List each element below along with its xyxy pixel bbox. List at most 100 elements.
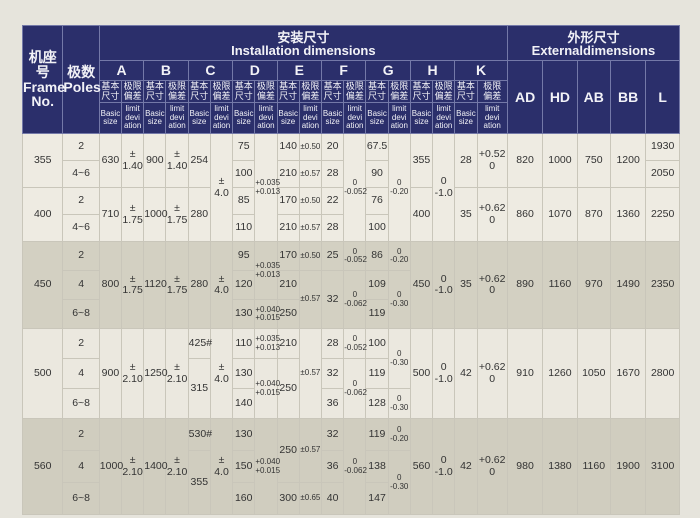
table-cell: +0.52 0 [476,133,508,188]
table-cell: +0.040 +0.015 [254,418,280,515]
table-cell: 355 [409,133,434,188]
table-cell: 1160 [542,241,578,329]
table-cell: 0 -0.062 [343,270,367,329]
group-header-d: D [232,60,278,81]
table-cell: 1900 [609,418,647,515]
table-cell: 1000 [98,418,123,515]
limit-deviation-cn-header: 极限 偏差 [165,80,189,103]
group-header-h: H [409,60,456,81]
table-body: 355 2 630 ± 1.40 900 ± 1.40 254 ± 4.0 75 +0.035 +… [21,133,680,515]
table-cell: 170 [276,241,300,271]
table-cell: 147 [365,482,389,515]
limit-deviation-cn-header: 极限 偏差 [387,80,411,103]
table-cell: 2 [62,328,100,359]
table-cell: 1000 [143,187,168,242]
install-cn-label: 安装尺寸 [277,29,330,45]
table-row: 6~8 140 36 128 0 -0.30 [23,388,680,419]
table-cell: 67.5 [365,133,389,161]
group-header-c: C [187,60,234,81]
table-cell: 0 -0.30 [387,450,411,515]
table-cell: 630 [98,133,123,188]
table-cell: 500 [21,328,64,419]
table-cell: ± 1.40 [121,133,145,188]
table-cell: 85 [232,187,256,215]
limit-deviation-cn-header: 极限 偏差 [121,80,145,103]
frame-en-label: Frame No. [23,78,66,110]
table-cell: 1070 [542,187,578,242]
table-cell: 4 [62,358,100,389]
external-col-ab: AB [576,60,611,134]
table-cell: +0.035 +0.013 [254,133,280,242]
table-cell: +0.035 +0.013 [254,328,280,359]
basic-size-cn-header: 基本 尺寸 [320,80,345,103]
table-cell: 76 [365,187,389,215]
basic-size-cn-header: 基本 尺寸 [232,80,256,103]
table-row: 6~8 160 300 ±0.65 40 147 [23,482,680,515]
basic-size-cn-header: 基本 尺寸 [98,80,123,103]
table-cell: 254 [187,133,211,188]
table-cell: 110 [232,328,256,359]
table-row: 4 315 130 +0.040 +0.015 250 32 0 -0.062 119 [23,358,680,419]
table-cell: 2250 [645,187,680,242]
table-cell: 2350 [645,241,680,329]
table-cell: 119 [365,358,389,389]
table-cell: 75 [232,133,256,161]
table-cell: 150 [232,450,256,483]
frame-no-header: 机座号 Frame No. [21,25,66,134]
table-cell: 3100 [645,418,680,515]
table-cell: 0 -1.0 [432,418,456,515]
table-cell: 0 -0.20 [387,241,411,271]
table-cell: 100 [232,160,256,188]
table-cell: 560 [409,418,434,515]
table-cell: 120 [232,270,256,300]
table-cell: 800 [98,241,123,329]
group-header-k: K [454,60,508,81]
table-cell: 140 [276,133,300,161]
table-cell: 28 [454,133,478,188]
table-cell: 128 [365,388,389,419]
table-cell: 130 [232,358,256,389]
table-cell: 4 [62,270,100,300]
table-cell: 109 [365,270,389,300]
table-cell: 750 [576,133,611,188]
table-cell: 210 [276,214,300,242]
table-cell: 1380 [542,418,578,515]
table-cell: 6~8 [62,482,100,515]
table-row: 560 2 1000 ± 2.10 1400 ± 2.10 530# ± 4.0 130 +0.0… [21,418,680,515]
table-cell: 315 [187,358,211,419]
limit-deviation-cn-header: 极限 偏差 [209,80,234,103]
basic-size-en-header: Basic size [98,102,123,134]
table-cell: 0 -0.20 [387,418,411,451]
table-cell: 0 -1.0 [432,133,456,242]
table-cell: 1250 [143,328,168,419]
table-cell: 0 -0.062 [343,418,367,515]
limit-deviation-en-header: limit devi ation [298,102,322,134]
poles-en-label: Poles [63,78,101,95]
basic-size-en-header: Basic size [365,102,389,134]
table-cell: 32 [320,418,345,451]
table-header: 机座号 Frame No. 极数 Poles 安装尺寸 Installation di… [21,25,681,134]
table-cell: +0.040 +0.015 [254,299,280,329]
basic-size-en-header: Basic size [454,102,478,134]
dimensions-table: 机座号 Frame No. 极数 Poles 安装尺寸 Installation di… [21,25,681,515]
table-cell: ±0.65 [298,482,322,515]
table-cell: ± 1.75 [121,241,145,329]
table-cell: 160 [232,482,256,515]
limit-deviation-en-header: limit devi ation [165,102,189,134]
table-cell: 130 [232,418,256,451]
table-row: 4 355 150 36 138 0 -0.30 [23,450,680,515]
basic-size-en-header: Basic size [232,102,256,134]
table-cell: 2 [62,418,100,451]
table-cell: 425# [187,328,212,359]
poles-header: 极数 Poles [62,25,101,134]
table-cell: 2 [62,187,100,215]
table-cell: 4 [62,450,100,483]
table-cell: ± 2.10 [121,328,145,419]
basic-size-cn-header: 基本 尺寸 [187,80,211,103]
table-cell: ± 1.75 [121,187,145,242]
table-cell: 870 [576,187,611,242]
table-cell: 450 [409,241,434,329]
table-cell: 6~8 [62,388,100,419]
table-cell: ± 4.0 [209,133,234,242]
group-header-a: A [98,60,145,81]
